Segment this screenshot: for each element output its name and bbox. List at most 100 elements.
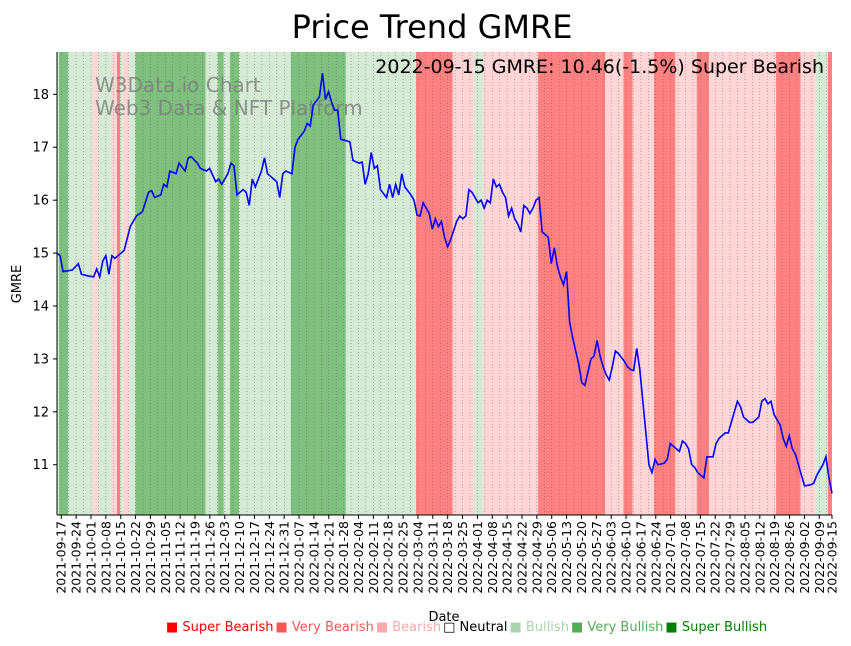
band-bearish [727,52,777,515]
legend-item-very-bullish: ■ Very Bullish [570,620,664,635]
x-tick-label: 2022-08-12 [752,521,767,594]
x-tick-label: 2022-02-11 [366,521,381,594]
band-very-bullish [290,52,301,515]
band-very-bearish [416,52,453,515]
band-very-bearish [538,52,606,515]
band-bullish [68,52,93,515]
band-very-bullish [229,52,240,515]
legend-item-super-bullish: ■ Super Bullish [665,620,768,635]
y-tick-label: 11 [32,458,49,473]
band-bearish [632,52,655,515]
x-tick-label: 2021-09-17 [54,521,69,594]
x-tick-label: 2022-02-04 [351,521,366,594]
x-tick-label: 2022-09-02 [797,521,812,594]
x-tick-label: 2022-08-19 [767,521,782,594]
x-tick-label: 2022-04-22 [515,521,530,594]
x-tick-label: 2022-05-06 [544,521,559,594]
band-very-bullish [300,52,346,515]
band-very-bullish [59,52,69,515]
band-bullish [205,52,218,515]
y-tick-label: 12 [32,405,49,420]
band-bullish [223,52,230,515]
chart-subtitle: 2022-09-15 GMRE: 10.46(-1.5%) Super Bear… [375,56,824,78]
band-bearish [123,52,130,515]
axes [56,52,832,516]
band-very-bearish [117,52,121,515]
sentiment-legend: ■ Super Bearish ■ Very Bearish ■ Bearish □ … [166,620,769,635]
x-tick-label: 2022-07-29 [723,521,738,594]
x-tick-label: 2022-04-01 [470,521,485,594]
y-tick-label: 15 [32,247,49,262]
x-tick-label: 2021-10-22 [128,521,143,594]
band-bearish [800,52,816,515]
price-series-line [56,73,833,494]
x-tick-label: 2021-11-05 [158,521,173,594]
x-tick-label: 2021-10-01 [83,521,98,594]
band-bearish [483,52,539,515]
band-bullish [474,52,484,515]
band-bearish [708,52,728,515]
band-bullish [120,52,124,515]
legend-item-bullish: ■ Bullish [509,620,569,635]
x-tick-label: 2022-01-28 [336,521,351,594]
legend-item-very-bearish: ■ Very Bearish [275,620,374,635]
band-bullish [98,52,111,515]
x-tick-label: 2021-12-31 [277,521,292,594]
x-tick-label: 2022-05-20 [574,521,589,594]
band-very-bullish [135,52,206,515]
band-bullish [345,52,377,515]
x-tick-label: 2021-11-12 [173,521,188,594]
y-tick-label: 18 [32,88,49,103]
x-tick-label: 2022-04-08 [485,521,500,594]
x-tick-label: 2022-09-09 [812,521,827,594]
y-tick-label: 13 [32,352,49,367]
x-tick-label: 2022-07-15 [693,521,708,594]
x-tick-label: 2022-05-27 [589,521,604,594]
x-tick-label: 2022-06-10 [619,521,634,594]
x-tick-label: 2021-09-24 [69,521,84,594]
x-tick-label: 2021-11-19 [188,521,203,594]
band-bearish [452,52,475,515]
x-tick-label: 2021-10-29 [143,521,158,594]
y-axis-ticks: 11 12 13 14 15 16 17 18 [32,88,57,473]
y-axis-label: GMRE [10,265,25,304]
x-tick-label: 2022-02-18 [381,521,396,594]
legend-item-super-bearish: ■ Super Bearish [166,620,274,635]
chart-title: Price Trend GMRE [292,8,573,46]
x-tick-label: 2021-11-26 [202,521,217,594]
band-bullish [275,52,291,515]
band-bullish [57,52,60,515]
band-very-bullish [217,52,224,515]
band-bearish [110,52,118,515]
x-tick-label: 2022-06-03 [604,521,619,594]
band-bearish [675,52,697,515]
x-tick-label: 2022-03-04 [410,521,425,594]
x-tick-label: 2022-01-21 [321,521,336,594]
band-bearish [92,52,99,515]
x-tick-label: 2022-07-22 [708,521,723,594]
x-tick-label: 2021-10-15 [113,521,128,594]
x-tick-label: 2021-12-17 [247,521,262,594]
x-tick-label: 2021-10-08 [98,521,113,594]
x-tick-label: 2022-08-05 [737,521,752,594]
x-tick-label: 2021-12-24 [262,521,277,594]
x-tick-label: 2021-12-10 [232,521,247,594]
band-bullish [129,52,136,515]
x-tick-label: 2022-07-01 [663,521,678,594]
band-very-bearish [654,52,676,515]
y-tick-label: 14 [32,299,49,314]
band-bullish [239,52,276,515]
band-bearish [605,52,624,515]
x-grid [60,52,827,515]
x-tick-label: 2022-05-13 [559,521,574,594]
band-very-bearish [623,52,633,515]
x-tick-label: 2022-03-18 [440,521,455,594]
x-tick-label: 2022-09-15 [825,521,840,594]
x-tick-label: 2021-12-03 [217,521,232,594]
x-tick-label: 2022-06-17 [633,521,648,594]
sentiment-bands [57,52,832,515]
x-tick-label: 2022-06-24 [648,521,663,594]
band-very-bearish [827,52,832,515]
y-tick-label: 16 [32,194,49,209]
